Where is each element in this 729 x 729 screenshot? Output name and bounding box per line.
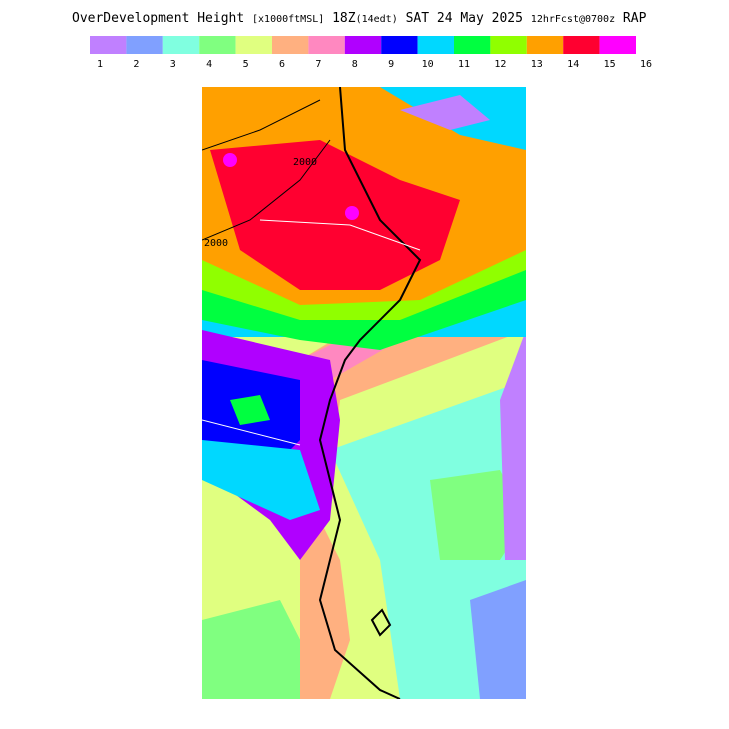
colorbar-label: 15 [604,59,616,70]
colorbar-swatch [235,36,272,54]
colorbar-label: 8 [352,59,358,70]
colorbar-swatch [90,36,127,54]
contour [202,139,331,241]
field [500,330,526,560]
colorbar: 1 2 3 4 5 6 7 8 9 10 11 12 13 14 15 16 [90,36,652,70]
colorbar-label: 5 [243,59,249,70]
colorbar-swatch [344,36,382,54]
colorbar-label: 4 [206,59,212,70]
colorbar-label: 2 [133,59,139,70]
title: OverDevelopment Height [x1000ftMSL] 18Z(… [72,11,647,26]
field [210,140,460,290]
colorbar-swatch [599,36,636,54]
colorbar-swatch [199,36,236,54]
colorbar-label: 1 [97,59,103,70]
field [202,600,330,699]
title-units: [x1000ftMSL] [252,14,324,25]
colorbar-label: 13 [531,59,543,70]
field [202,440,320,520]
contour-label: 2000 [204,238,228,249]
colorbar-label: 14 [567,59,579,70]
colorbar-swatch [563,36,600,54]
lake [370,608,392,637]
colorbar-swatch [308,36,345,54]
field [400,95,490,130]
title-date: SAT 24 May 2025 [406,11,523,26]
title-time: 18Z [332,11,356,26]
state-border [259,219,421,251]
field [470,580,526,699]
colorbar-label: 6 [279,59,285,70]
title-model: RAP [623,11,647,26]
colorbar-swatch [417,36,454,54]
colorbar-swatch [162,36,200,54]
colorbar-label: 9 [388,59,394,70]
colorbar-swatch [526,36,564,54]
colorbar-label: 10 [422,59,434,70]
title-local: (14edt) [356,14,398,25]
colorbar-swatch [454,36,491,54]
colorbar-label: 7 [315,59,321,70]
title-forecast: 12hrFcst@0700z [531,14,615,25]
colorbar-label: 3 [170,59,176,70]
state-border [202,419,301,446]
field [345,206,359,220]
field [430,470,526,560]
map: 2000 2000 [202,87,526,699]
colorbar-label: 12 [494,59,506,70]
contour [202,99,321,151]
title-main: OverDevelopment Height [72,11,244,26]
colorbar-label: 11 [458,59,470,70]
coastline [318,87,422,699]
field [223,153,237,167]
contour-label: 2000 [293,157,317,168]
colorbar-swatch [490,36,527,54]
colorbar-label: 16 [640,59,652,70]
field [230,395,270,425]
colorbar-swatch [126,36,163,54]
colorbar-swatch [381,36,418,54]
colorbar-swatch [272,36,309,54]
